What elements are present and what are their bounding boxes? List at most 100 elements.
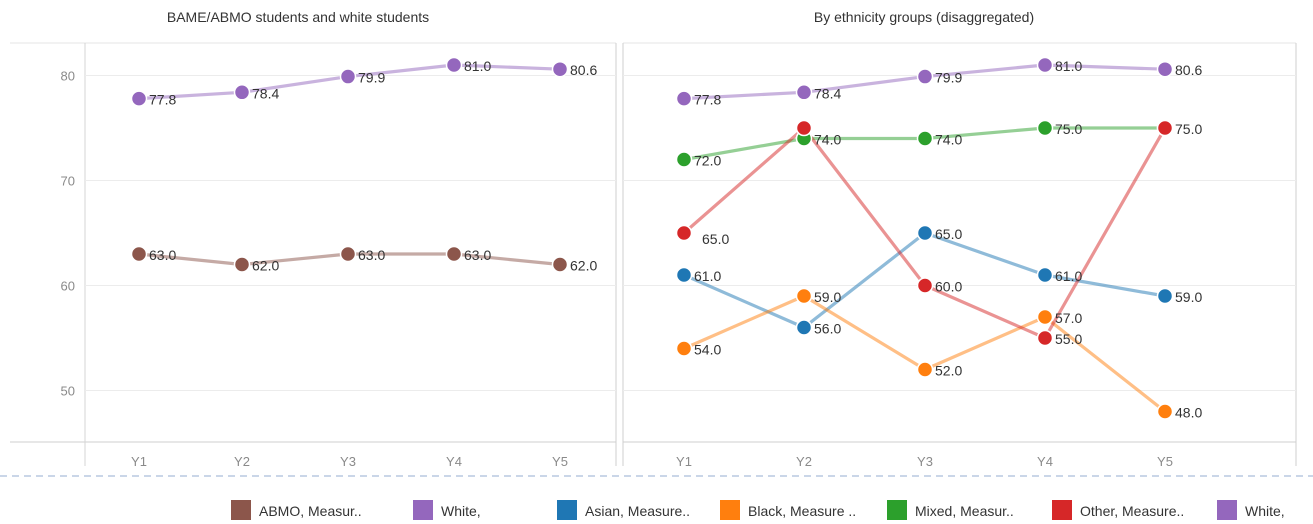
data-label: 81.0 (464, 58, 491, 74)
legend-label[interactable]: Other, Measure.. (1080, 503, 1184, 519)
data-point[interactable] (795, 287, 813, 305)
data-label: 72.0 (694, 153, 721, 169)
data-point[interactable] (551, 60, 569, 78)
data-point[interactable] (916, 277, 934, 294)
x-ticks-left: Y1 Y2 Y3 Y4 Y5 (131, 454, 568, 469)
data-point[interactable] (916, 224, 934, 242)
data-label: 78.4 (814, 85, 841, 101)
x-tick-label: Y4 (1037, 454, 1053, 469)
data-label: 61.0 (1055, 268, 1082, 284)
data-label: 74.0 (935, 132, 962, 148)
data-point[interactable] (1156, 403, 1174, 420)
data-point[interactable] (795, 119, 813, 137)
data-point[interactable] (339, 245, 357, 263)
data-point[interactable] (675, 90, 693, 107)
legend-right: Asian, Measure.. Black, Measure .. Mixed, … (557, 500, 1285, 520)
data-label: 65.0 (935, 226, 962, 242)
series-right: 61.0 56.0 65.0 61.0 59.0 54.0 59.0 52.0 57.0 48.0… (675, 56, 1202, 421)
data-label: 54.0 (694, 342, 721, 358)
legend-label[interactable]: White, (1245, 503, 1285, 519)
data-point[interactable] (675, 266, 693, 284)
x-tick-label: Y2 (234, 454, 250, 469)
legend-swatch (1052, 500, 1072, 520)
legend-swatch (231, 500, 251, 520)
data-label: 75.0 (1175, 121, 1202, 137)
legend-label[interactable]: ABMO, Measur.. (259, 503, 362, 519)
y-tick-label: 70 (61, 174, 75, 189)
data-label: 63.0 (464, 247, 491, 263)
data-label: 78.4 (252, 85, 279, 101)
data-point[interactable] (675, 224, 693, 242)
data-point[interactable] (233, 84, 251, 101)
x-tick-label: Y5 (552, 454, 568, 469)
data-label: 63.0 (358, 247, 385, 263)
data-point[interactable] (445, 56, 463, 74)
data-label: 77.8 (149, 92, 176, 108)
data-label: 62.0 (570, 258, 597, 274)
data-label: 80.6 (1175, 62, 1202, 78)
series-line (683, 294, 1166, 413)
data-point[interactable] (916, 130, 934, 147)
y-ticks-left: 50 60 70 80 (61, 69, 75, 399)
x-tick-label: Y3 (340, 454, 356, 469)
data-point[interactable] (445, 245, 463, 263)
data-label: 77.8 (694, 92, 721, 108)
data-point[interactable] (1036, 119, 1054, 137)
legend-label[interactable]: Black, Measure .. (748, 503, 856, 519)
data-point[interactable] (916, 361, 934, 378)
legend-label[interactable]: Mixed, Measur.. (915, 503, 1014, 519)
data-point[interactable] (1036, 266, 1054, 284)
y-tick-label: 80 (61, 69, 75, 84)
series-left: 63.0 62.0 63.0 63.0 62.0 77.8 78.4 79.9 81.0 80.6 (130, 56, 597, 274)
data-point[interactable] (551, 256, 569, 273)
data-point[interactable] (233, 256, 251, 273)
data-point[interactable] (130, 245, 148, 263)
data-point[interactable] (916, 68, 934, 85)
x-tick-label: Y2 (796, 454, 812, 469)
x-tick-label: Y5 (1157, 454, 1173, 469)
grid-left (85, 75, 616, 391)
x-ticks-right: Y1 Y2 Y3 Y4 Y5 (676, 454, 1173, 469)
data-label: 74.0 (814, 132, 841, 148)
data-label: 62.0 (252, 258, 279, 274)
data-label: 79.9 (358, 70, 385, 86)
x-tick-label: Y1 (676, 454, 692, 469)
data-label: 59.0 (814, 289, 841, 305)
data-label: 75.0 (1055, 121, 1082, 137)
data-label: 55.0 (1055, 331, 1082, 347)
chart-title-right: By ethnicity groups (disaggregated) (814, 9, 1034, 25)
data-point[interactable] (1036, 329, 1054, 347)
data-label: 63.0 (149, 247, 176, 263)
data-label: 60.0 (935, 279, 962, 295)
data-point[interactable] (1036, 56, 1054, 74)
data-label: 81.0 (1055, 58, 1082, 74)
x-tick-label: Y3 (917, 454, 933, 469)
data-point[interactable] (675, 340, 693, 357)
legend-label[interactable]: Asian, Measure.. (585, 503, 690, 519)
data-point[interactable] (795, 319, 813, 336)
data-label: 65.0 (702, 231, 729, 247)
data-point[interactable] (130, 90, 148, 107)
y-tick-label: 60 (61, 279, 75, 294)
data-point[interactable] (1036, 308, 1054, 326)
x-tick-label: Y1 (131, 454, 147, 469)
data-label: 61.0 (694, 268, 721, 284)
data-label: 80.6 (570, 62, 597, 78)
x-tick-label: Y4 (446, 454, 462, 469)
data-label: 48.0 (1175, 405, 1202, 421)
panel-right: By ethnicity groups (disaggregated) Y1 Y2… (622, 9, 1297, 469)
data-point[interactable] (1156, 287, 1174, 305)
grid-right (623, 75, 1296, 391)
data-point[interactable] (675, 151, 693, 168)
data-point[interactable] (339, 68, 357, 85)
data-point[interactable] (795, 84, 813, 101)
chart-title-left: BAME/ABMO students and white students (167, 9, 429, 25)
data-point[interactable] (1156, 60, 1174, 78)
legend-label[interactable]: White, (441, 503, 481, 519)
legend-swatch (413, 500, 433, 520)
data-label: 56.0 (814, 321, 841, 337)
legend-swatch (1217, 500, 1237, 520)
data-point[interactable] (1156, 119, 1174, 137)
